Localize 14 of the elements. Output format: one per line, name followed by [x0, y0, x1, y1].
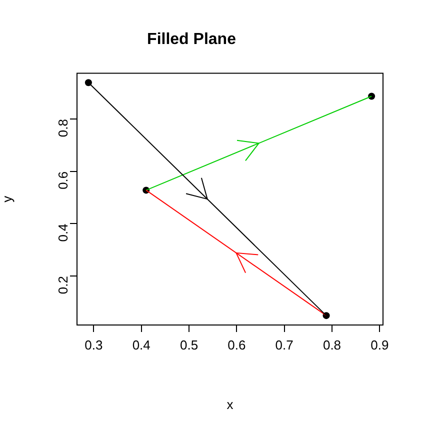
x-tick-label: 0.9 [370, 337, 389, 352]
x-axis-title: x [226, 396, 234, 412]
y-tick-label: 0.4 [56, 224, 71, 242]
x-tick-label: 0.6 [228, 337, 246, 352]
x-tick-label: 0.5 [180, 337, 198, 352]
y-tick-label: 0.2 [56, 276, 71, 294]
y-tick-label: 0.6 [56, 171, 71, 190]
x-tick-label: 0.3 [84, 337, 103, 352]
x-tick-label: 0.4 [132, 337, 150, 352]
x-tick-label: 0.7 [275, 337, 294, 352]
x-tick-label: 0.8 [322, 337, 342, 352]
y-tick-label: 0.8 [56, 119, 71, 138]
chart-title: Filled Plane [147, 31, 236, 48]
y-axis-title: y [0, 195, 14, 202]
